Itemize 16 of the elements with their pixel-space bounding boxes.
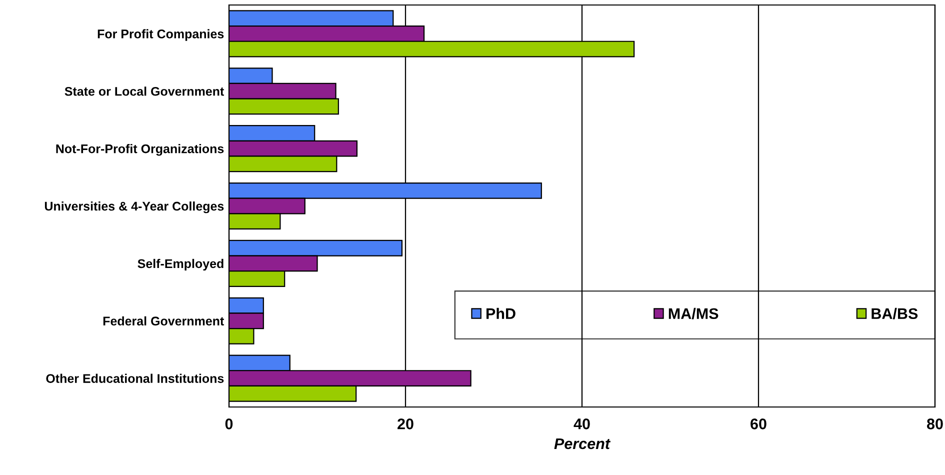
y-tick-label: Other Educational Institutions: [46, 374, 224, 383]
x-tick-label: 40: [574, 418, 590, 430]
x-tick-label: 0: [225, 418, 233, 430]
x-tick-label: 20: [398, 418, 414, 430]
legend-label: MA/MS: [668, 308, 718, 320]
x-axis-title: Percent: [554, 438, 611, 450]
y-tick-label: Federal Government: [103, 316, 224, 326]
y-tick-label: State or Local Government: [64, 86, 224, 96]
x-tick-label: 60: [750, 418, 766, 430]
legend-label: BA/BS: [872, 308, 918, 320]
y-tick-label: Self-Employed: [138, 258, 224, 271]
y-tick-label: For Profit Companies: [98, 29, 224, 41]
y-tick-label: Not-For-Profit Organizations: [56, 144, 224, 156]
legend-label: PhD: [486, 308, 516, 319]
x-tick-label: 80: [926, 418, 943, 430]
y-tick-label: Universities & 4-Year Colleges: [44, 201, 224, 214]
